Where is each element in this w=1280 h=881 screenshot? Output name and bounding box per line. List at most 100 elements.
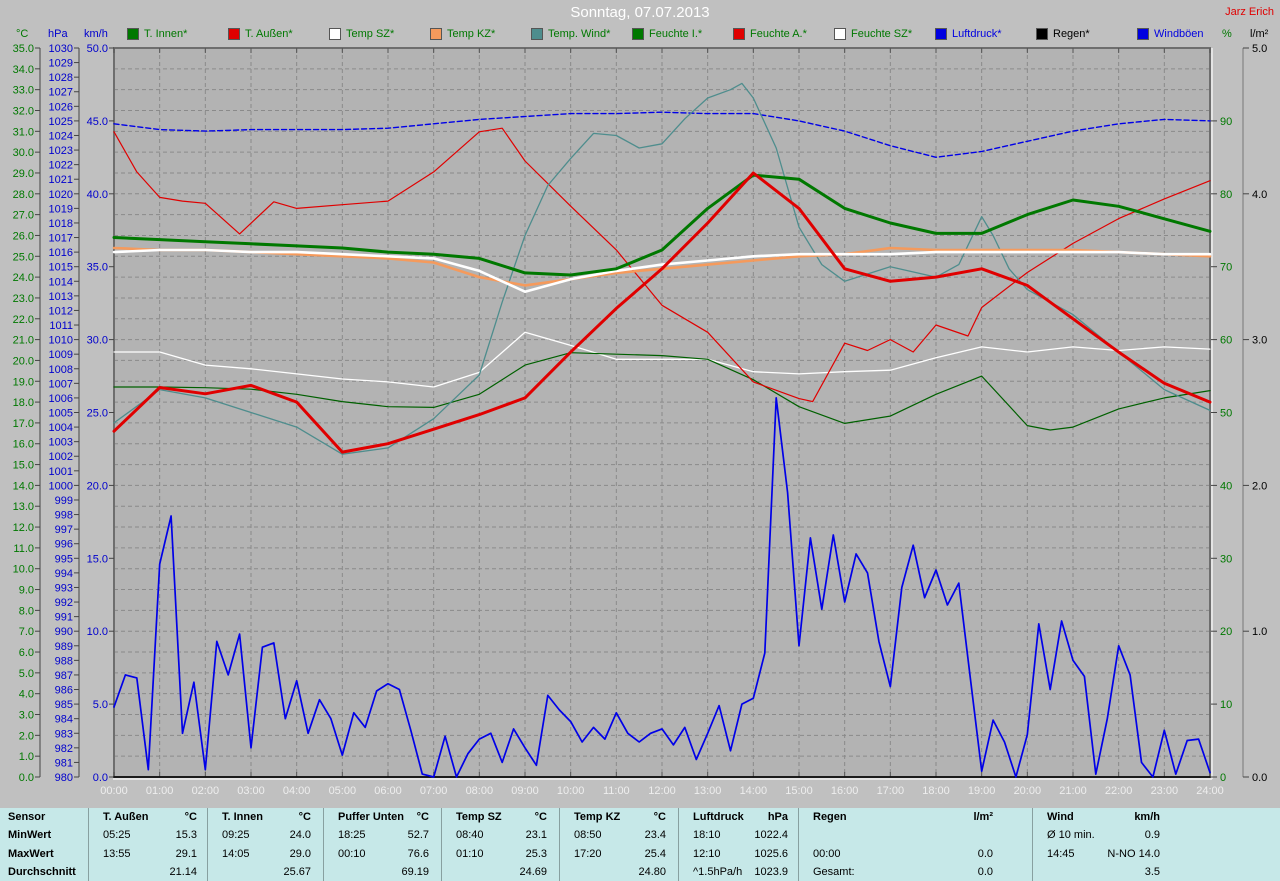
pressure-tick-label: 999 (55, 495, 73, 507)
legend-item-regen[interactable]: Regen* (1036, 27, 1090, 41)
table-cell: Regen l/m² (798, 808, 1032, 827)
legend-item-feuchtei[interactable]: Feuchte I.* (632, 27, 702, 41)
table-cell-left: Ø 10 min. (1047, 829, 1095, 842)
table-cell: 08:40 23.1 (441, 826, 559, 845)
time-label: 15:00 (785, 785, 813, 797)
table-cell-value: °C (653, 811, 666, 824)
table-cell-left: T. Außen (103, 811, 149, 824)
pressure-tick-label: 996 (55, 539, 73, 551)
temp-tick-label: 1.0 (19, 751, 34, 763)
time-label: 02:00 (192, 785, 220, 797)
time-label: 07:00 (420, 785, 448, 797)
pressure-tick-label: 1023 (49, 145, 73, 157)
rain-tick-label: 5.0 (1252, 43, 1267, 55)
pressure-tick-label: 1010 (49, 335, 73, 347)
table-cell-left: Luftdruck (693, 811, 744, 824)
table-cell-value: 25.4 (644, 847, 666, 860)
time-label: 05:00 (329, 785, 357, 797)
pressure-tick-label: 983 (55, 728, 73, 740)
pressure-axis-header: hPa (48, 28, 68, 40)
temp-tick-label: 6.0 (19, 647, 34, 659)
wind-tick-label: 30.0 (87, 335, 108, 347)
time-label: 11:00 (603, 785, 630, 797)
temp-tick-label: 34.0 (13, 64, 34, 76)
table-cell: 3.5 (1032, 862, 1280, 881)
pressure-tick-label: 991 (55, 612, 73, 624)
time-label: 22:00 (1105, 785, 1133, 797)
table-cell: Gesamt: 0.0 (798, 862, 1032, 881)
temp-tick-label: 9.0 (19, 585, 34, 597)
time-label: 20:00 (1014, 785, 1042, 797)
pressure-tick-label: 1020 (49, 189, 73, 201)
humidity-tick-label: 90 (1220, 116, 1232, 128)
table-cell-left: 17:20 (574, 847, 602, 860)
table-cell-value: 1022.4 (754, 829, 788, 842)
humidity-axis-header: % (1222, 28, 1232, 40)
pressure-tick-label: 1028 (49, 72, 73, 84)
legend-item-tempkz[interactable]: Temp KZ* (430, 27, 495, 41)
table-cell-left: Temp SZ (456, 811, 502, 824)
temp-tick-label: 3.0 (19, 710, 34, 722)
legend-item-tempwind[interactable]: Temp. Wind* (531, 27, 610, 41)
time-label: 16:00 (831, 785, 859, 797)
legend-item-feuchtea[interactable]: Feuchte A.* (733, 27, 807, 41)
pressure-tick-label: 1029 (49, 58, 73, 70)
table-cell-value: °C (534, 811, 547, 824)
wind-tick-label: 10.0 (87, 626, 108, 638)
table-cell-value: °C (416, 811, 429, 824)
temp-tick-label: 14.0 (13, 480, 34, 492)
legend-item-luftdruck[interactable]: Luftdruck* (935, 27, 1002, 41)
legend-swatch-icon (632, 28, 644, 40)
table-cell: Temp KZ °C (559, 808, 678, 827)
table-cell-value: 1023.9 (754, 865, 788, 878)
table-cell-value: 69.19 (401, 865, 429, 878)
table-cell: Ø 10 min. 0.9 (1032, 826, 1280, 845)
legend-label: Luftdruck* (952, 28, 1002, 40)
legend-swatch-icon (430, 28, 442, 40)
temp-tick-label: 12.0 (13, 522, 34, 534)
pressure-tick-label: 989 (55, 641, 73, 653)
legend-item-tinnen[interactable]: T. Innen* (127, 27, 187, 41)
pressure-tick-label: 1026 (49, 101, 73, 113)
table-cell: 14:05 29.0 (207, 844, 323, 863)
table-cell: 24.69 (441, 862, 559, 881)
time-label: 17:00 (877, 785, 905, 797)
legend-item-windben[interactable]: Windböen (1137, 27, 1204, 41)
table-cell-value: km/h (1134, 811, 1160, 824)
temp-tick-label: 35.0 (13, 43, 34, 55)
temp-tick-label: 25.0 (13, 251, 34, 263)
table-cell-left: 12:10 (693, 847, 721, 860)
legend-item-tempsz[interactable]: Temp SZ* (329, 27, 394, 41)
temp-tick-label: 26.0 (13, 230, 34, 242)
table-cell-left: Wind (1047, 811, 1074, 824)
table-cell-left: 05:25 (103, 829, 131, 842)
table-cell: 13:55 29.1 (88, 844, 207, 863)
rain-tick-label: 2.0 (1252, 480, 1267, 492)
humidity-tick-label: 50 (1220, 408, 1232, 420)
temp-tick-label: 22.0 (13, 314, 34, 326)
wind-tick-label: 35.0 (87, 262, 108, 274)
table-cell: 69.19 (323, 862, 441, 881)
legend-label: Feuchte SZ* (851, 28, 913, 40)
legend-swatch-icon (1036, 28, 1048, 40)
time-label: 00:00 (100, 785, 128, 797)
temp-tick-label: 13.0 (13, 501, 34, 513)
temp-tick-label: 19.0 (13, 376, 34, 388)
rain-tick-label: 1.0 (1252, 626, 1267, 638)
series-temp_wind (113, 82, 1211, 455)
series-luftdruck (113, 111, 1211, 159)
table-cell: 09:25 24.0 (207, 826, 323, 845)
legend-swatch-icon (733, 28, 745, 40)
table-cell-value: N-NO 14.0 (1107, 847, 1160, 860)
pressure-tick-label: 1019 (49, 203, 73, 215)
legend-item-tauen[interactable]: T. Außen* (228, 27, 293, 41)
table-cell-left: Gesamt: (813, 865, 855, 878)
pressure-tick-label: 1016 (49, 247, 73, 259)
wind-tick-label: 20.0 (87, 480, 108, 492)
table-cell: 24.80 (559, 862, 678, 881)
table-cell: 18:10 1022.4 (678, 826, 798, 845)
legend-item-feuchtesz[interactable]: Feuchte SZ* (834, 27, 912, 41)
table-cell-left: Puffer Unten (338, 811, 404, 824)
table-row: Sensor T. Außen °C T. Innen °C Puffer Unten °C… (0, 808, 1280, 827)
pressure-tick-label: 1007 (49, 378, 73, 390)
